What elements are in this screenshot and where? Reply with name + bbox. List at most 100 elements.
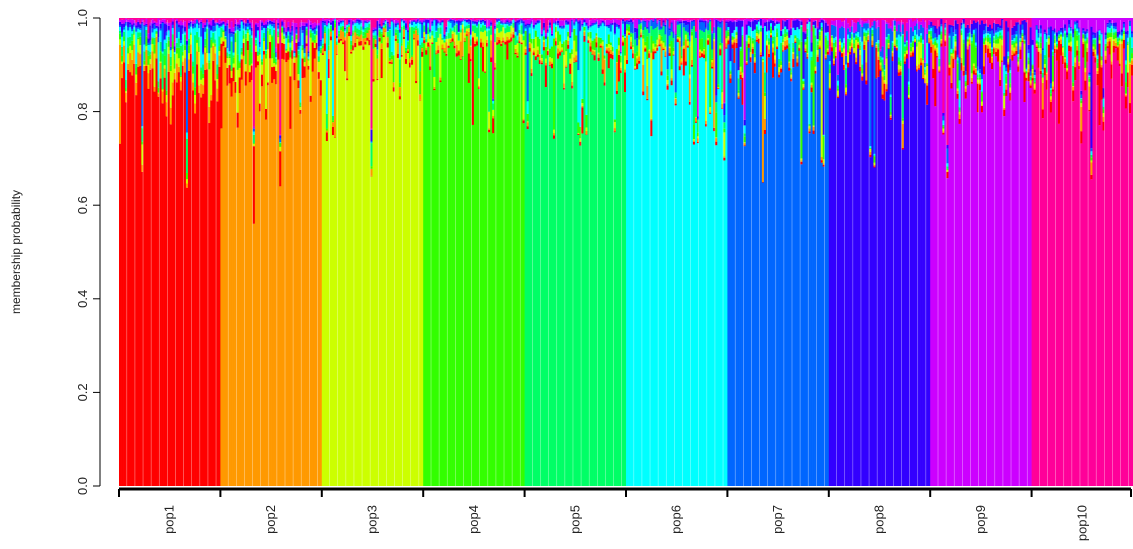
bar-segment <box>644 21 647 28</box>
bar-separator <box>1039 20 1041 486</box>
bar-segment <box>654 43 657 47</box>
bar-segment <box>159 18 162 21</box>
bar-segment <box>646 29 649 37</box>
bar-segment <box>786 48 789 487</box>
bar-segment <box>731 44 734 49</box>
bar-segment <box>317 46 321 52</box>
bar-segment <box>125 21 128 23</box>
bar-segment <box>490 25 493 27</box>
bar-segment <box>129 22 132 25</box>
bar-segment <box>431 18 434 20</box>
bar-separator <box>309 20 310 486</box>
bar-segment <box>427 34 430 42</box>
bar-segment <box>1007 55 1010 58</box>
bar-segment <box>319 49 323 54</box>
bar-segment <box>859 55 862 67</box>
bar-segment <box>119 21 122 26</box>
bar-segment <box>214 39 217 44</box>
bar-segment <box>727 29 730 32</box>
bar-segment <box>175 47 179 54</box>
bar-segment <box>129 24 132 28</box>
bar-segment <box>137 39 140 53</box>
bar-segment <box>670 31 673 41</box>
bar-segment <box>774 22 777 26</box>
bar-segment <box>1068 39 1071 43</box>
bar-separator <box>292 20 294 486</box>
bar-segment <box>972 70 976 75</box>
bar-segment <box>609 23 613 25</box>
bar-segment <box>291 41 294 51</box>
bar-segment <box>528 24 532 26</box>
bar-segment <box>997 61 1000 487</box>
bar-segment <box>715 102 718 113</box>
bar-segment <box>1055 32 1059 37</box>
bar-segment <box>776 32 779 38</box>
bar-segment <box>999 28 1002 31</box>
bar-segment <box>433 90 436 487</box>
bar-segment <box>484 24 487 26</box>
bar-segment <box>1011 39 1014 41</box>
bar-segment <box>244 85 248 486</box>
bar-segment <box>670 18 673 21</box>
bar-segment <box>246 32 250 41</box>
bar-segment <box>601 40 605 42</box>
bar-segment <box>968 32 972 34</box>
bar-segment <box>477 20 481 22</box>
bar-segment <box>847 34 850 39</box>
bar-segment <box>260 74 264 87</box>
bar-segment <box>214 23 217 26</box>
bar-segment <box>699 39 702 50</box>
bar-segment <box>792 27 795 43</box>
bar-segment <box>993 54 996 486</box>
bar-segment <box>378 29 381 32</box>
bar-segment <box>885 84 888 90</box>
bar-segment <box>648 33 651 50</box>
bar-segment <box>331 122 335 127</box>
bar-segment <box>737 18 740 21</box>
bar-segment <box>940 31 943 35</box>
bar-segment <box>658 34 661 40</box>
bar-segment <box>997 36 1000 39</box>
bar-segment <box>234 42 237 82</box>
bar-segment <box>392 55 396 83</box>
bar-segment <box>1082 28 1085 31</box>
bar-segment <box>244 23 248 27</box>
bar-segment <box>656 44 659 49</box>
bar-segment <box>125 18 128 22</box>
bar-segment <box>194 94 197 104</box>
bar-segment <box>552 38 556 130</box>
bar-segment <box>832 18 836 21</box>
bar-segment <box>548 61 552 66</box>
bar-segment <box>406 27 410 31</box>
bar-segment <box>784 46 787 51</box>
bar-segment <box>887 28 890 34</box>
bar-segment <box>581 103 584 106</box>
bar-segment <box>632 23 635 34</box>
bar-segment <box>500 21 503 23</box>
bar-segment <box>696 138 700 142</box>
bar-segment <box>323 26 327 32</box>
bar-segment <box>575 61 578 486</box>
bar-segment <box>307 18 310 20</box>
bar-segment <box>1082 41 1085 45</box>
bar-segment <box>1035 45 1039 47</box>
bar-segment <box>680 18 684 20</box>
bar-segment <box>634 18 637 28</box>
bar-segment <box>861 75 864 77</box>
bar-segment <box>394 27 398 30</box>
bar-segment <box>962 65 966 67</box>
bar-segment <box>423 31 426 37</box>
bar-segment <box>658 29 661 34</box>
bar-segment <box>1049 89 1053 94</box>
bar-segment <box>1027 72 1030 82</box>
bar-segment <box>903 61 907 64</box>
bar-segment <box>928 24 931 30</box>
bar-segment <box>824 35 828 38</box>
bar-segment <box>792 67 795 487</box>
bar-segment <box>390 20 394 22</box>
bar-segment <box>240 59 244 80</box>
bar-segment <box>1102 113 1105 117</box>
bar-segment <box>275 61 278 65</box>
bar-segment <box>455 24 459 35</box>
bar-segment <box>1053 43 1057 46</box>
